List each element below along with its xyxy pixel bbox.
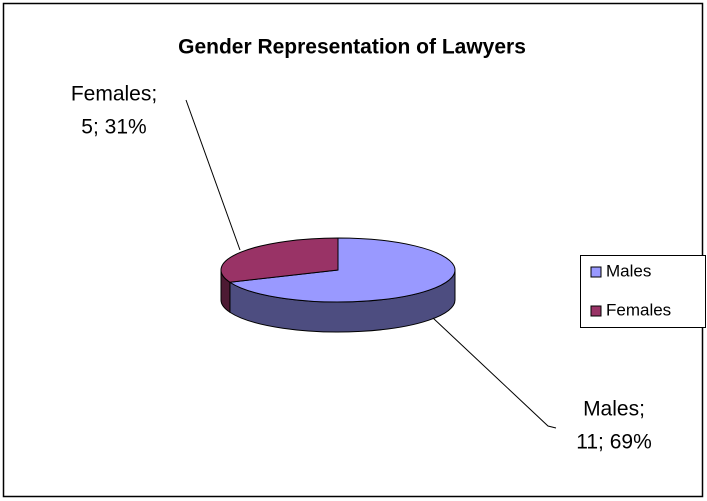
legend-swatch [590,305,602,317]
legend-label: Males [606,261,651,280]
leader-line [432,317,557,429]
chart-title: Gender Representation of Lawyers [178,36,526,59]
leader-line [185,99,241,251]
data-label: 11; 69% [576,431,652,454]
data-label: Males; [583,398,645,421]
pie-slice [228,237,456,303]
pie-slice [220,237,339,283]
data-label: 5; 31% [81,116,146,139]
data-label: Females; [71,83,157,106]
legend-swatch [590,266,602,278]
legend-label: Females [606,300,671,319]
